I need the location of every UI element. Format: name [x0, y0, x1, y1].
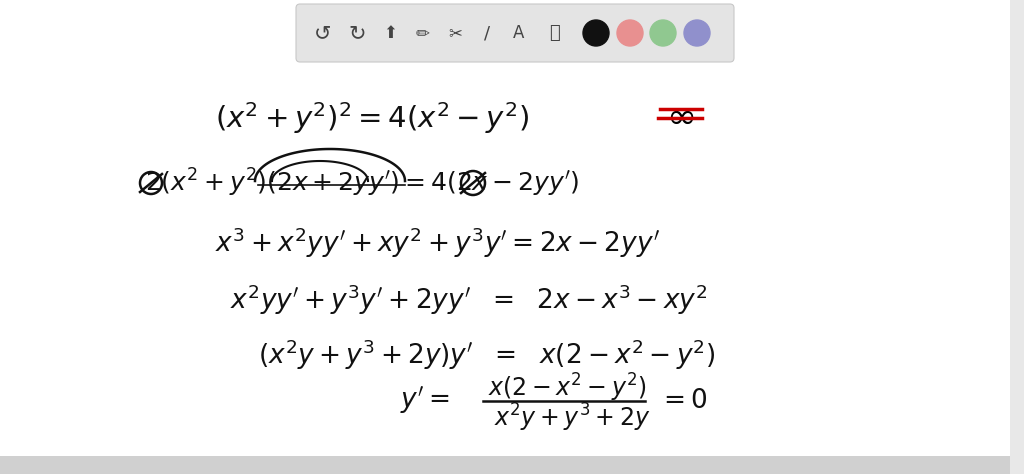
Text: ⬆: ⬆ — [383, 24, 397, 42]
Text: ↻: ↻ — [348, 23, 366, 43]
Circle shape — [583, 20, 609, 46]
Text: $x(2-x^2-y^2)$: $x(2-x^2-y^2)$ — [488, 372, 646, 404]
FancyBboxPatch shape — [296, 4, 734, 62]
Circle shape — [650, 20, 676, 46]
Text: $2(x^2+y^2)(2x+2yy^{\prime}) = 4(2x - 2yy^{\prime})$: $2(x^2+y^2)(2x+2yy^{\prime}) = 4(2x - 2y… — [145, 167, 580, 199]
Circle shape — [617, 20, 643, 46]
Text: ✂: ✂ — [449, 24, 462, 42]
Text: $x^3+x^2yy^{\prime} + xy^2+y^3y^{\prime} = 2x-2yy^{\prime}$: $x^3+x^2yy^{\prime} + xy^2+y^3y^{\prime}… — [215, 226, 659, 260]
Text: $x^2yy^{\prime} + y^3y^{\prime}+2yy^{\prime}\ \ =\ \ 2x-x^3-xy^2$: $x^2yy^{\prime} + y^3y^{\prime}+2yy^{\pr… — [230, 283, 708, 317]
Text: ✏: ✏ — [415, 24, 429, 42]
Text: $x^2y+y^3+2y$: $x^2y+y^3+2y$ — [494, 402, 650, 434]
Text: ↺: ↺ — [314, 23, 332, 43]
Text: $y^{\prime}=$: $y^{\prime}=$ — [400, 384, 450, 416]
Text: ⬜: ⬜ — [549, 24, 559, 42]
Text: $= 0$: $= 0$ — [658, 389, 708, 413]
Text: $(x^2y+y^3+2y)y^{\prime}\ \ =\ \ x(2-x^2-y^2)$: $(x^2y+y^3+2y)y^{\prime}\ \ =\ \ x(2-x^2… — [258, 338, 716, 372]
Bar — [0, 456, 1024, 474]
Bar — [1010, 0, 1024, 474]
Text: $(x^2+y^2)^2 = 4(x^2-y^2)$: $(x^2+y^2)^2 = 4(x^2-y^2)$ — [215, 100, 529, 136]
Circle shape — [684, 20, 710, 46]
Text: $\infty$: $\infty$ — [666, 100, 694, 134]
Text: A: A — [513, 24, 524, 42]
Text: /: / — [484, 24, 490, 42]
